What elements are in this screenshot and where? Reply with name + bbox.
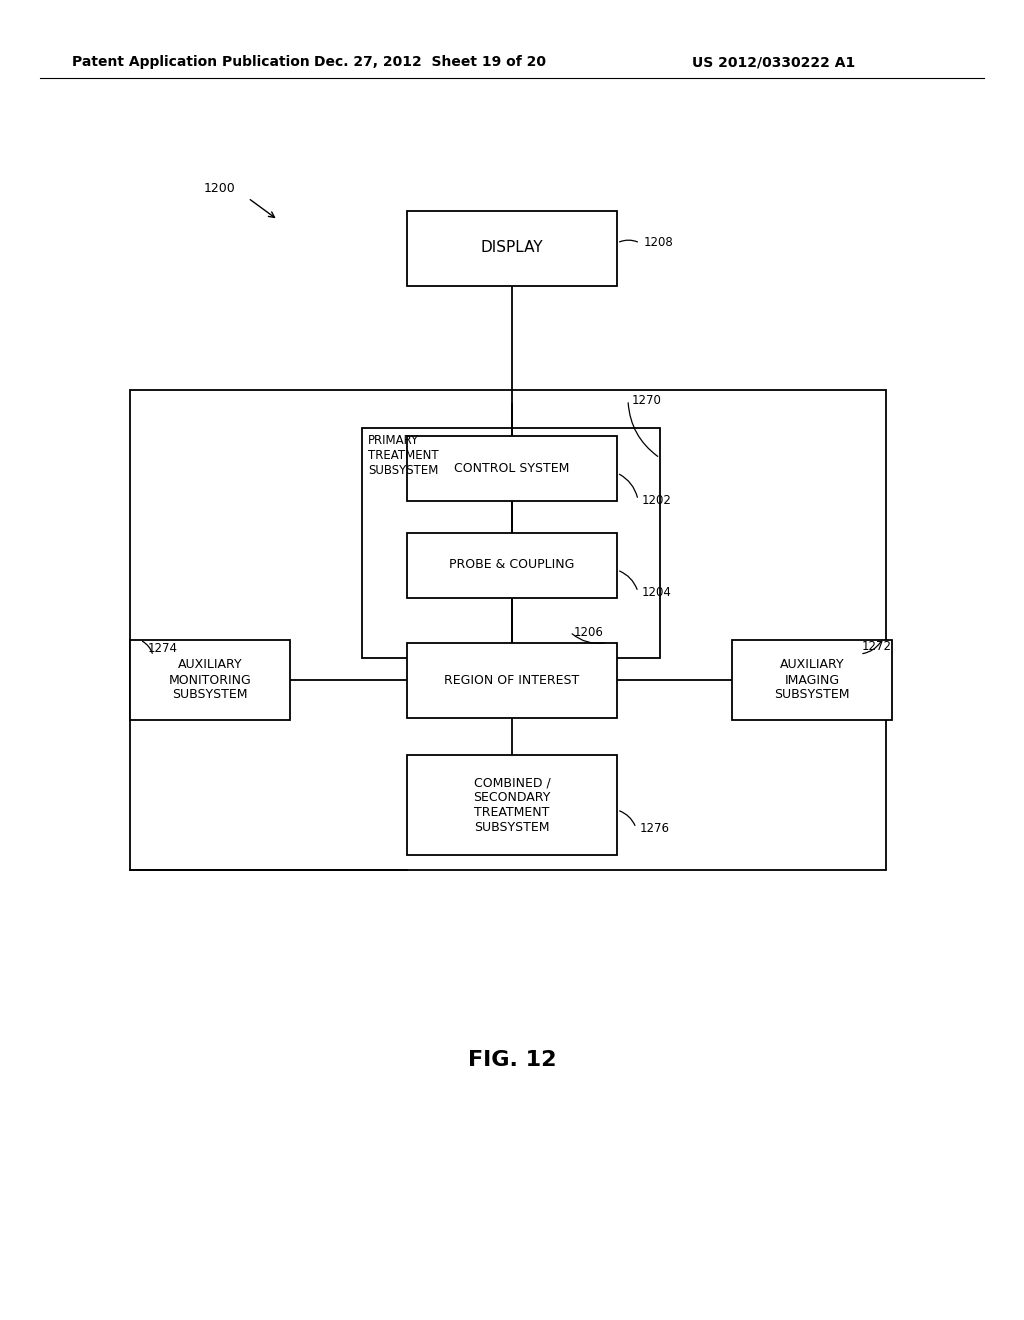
Bar <box>732 640 892 719</box>
Bar <box>130 640 290 719</box>
Bar <box>407 755 617 855</box>
Text: COMBINED /
SECONDARY
TREATMENT
SUBSYSTEM: COMBINED / SECONDARY TREATMENT SUBSYSTEM <box>473 776 551 834</box>
Text: 1200: 1200 <box>204 181 236 194</box>
Text: Dec. 27, 2012  Sheet 19 of 20: Dec. 27, 2012 Sheet 19 of 20 <box>314 55 546 69</box>
Bar <box>130 389 886 870</box>
Text: 1208: 1208 <box>644 236 674 249</box>
Text: PROBE & COUPLING: PROBE & COUPLING <box>450 558 574 572</box>
Text: 1204: 1204 <box>642 586 672 598</box>
Bar <box>407 643 617 718</box>
Text: REGION OF INTEREST: REGION OF INTEREST <box>444 673 580 686</box>
Bar <box>362 428 660 657</box>
Text: CONTROL SYSTEM: CONTROL SYSTEM <box>455 462 569 474</box>
Text: 1276: 1276 <box>640 821 670 834</box>
Text: FIG. 12: FIG. 12 <box>468 1049 556 1071</box>
Text: Patent Application Publication: Patent Application Publication <box>72 55 309 69</box>
Text: 1274: 1274 <box>148 642 178 655</box>
Bar <box>407 436 617 500</box>
Text: AUXILIARY
IMAGING
SUBSYSTEM: AUXILIARY IMAGING SUBSYSTEM <box>774 659 850 701</box>
Text: US 2012/0330222 A1: US 2012/0330222 A1 <box>692 55 855 69</box>
Text: AUXILIARY
MONITORING
SUBSYSTEM: AUXILIARY MONITORING SUBSYSTEM <box>169 659 251 701</box>
Text: 1270: 1270 <box>632 393 662 407</box>
Text: 1272: 1272 <box>862 639 892 652</box>
Text: 1206: 1206 <box>574 626 604 639</box>
Bar <box>407 532 617 598</box>
Text: DISPLAY: DISPLAY <box>480 240 544 256</box>
Text: 1202: 1202 <box>642 494 672 507</box>
Text: PRIMARY
TREATMENT
SUBSYSTEM: PRIMARY TREATMENT SUBSYSTEM <box>368 434 438 477</box>
Bar <box>407 210 617 285</box>
